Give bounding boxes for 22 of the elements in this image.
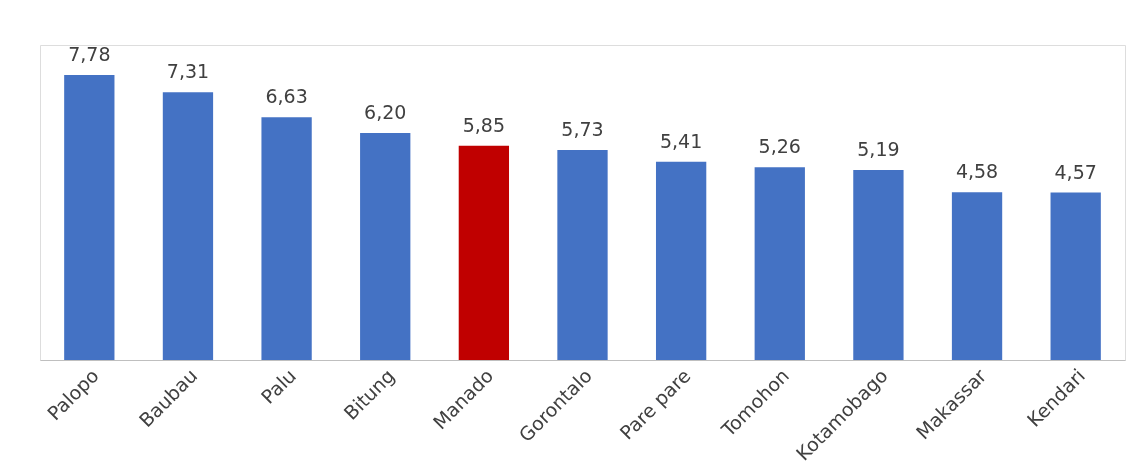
data-label: 6,20: [364, 100, 407, 123]
bar: [261, 117, 312, 360]
bar: [655, 161, 707, 360]
bar: [458, 145, 510, 360]
data-label: 5,85: [462, 113, 506, 136]
bar: [162, 92, 214, 360]
bar: [64, 75, 115, 360]
bar: [360, 132, 411, 360]
data-label: 5,26: [758, 135, 801, 158]
data-label: 5,19: [857, 137, 900, 160]
bar: [557, 150, 608, 360]
data-label: 6,63: [265, 85, 308, 108]
data-label: 7,78: [68, 43, 111, 66]
data-label: 5,73: [561, 118, 604, 141]
bar: [853, 169, 904, 360]
data-label: 4,58: [955, 160, 999, 183]
bar: [951, 192, 1003, 360]
data-label: 4,57: [1054, 160, 1097, 183]
bar: [754, 167, 805, 360]
data-label: 7,31: [166, 60, 210, 83]
bar: [1050, 192, 1101, 360]
data-label: 5,41: [659, 129, 703, 152]
